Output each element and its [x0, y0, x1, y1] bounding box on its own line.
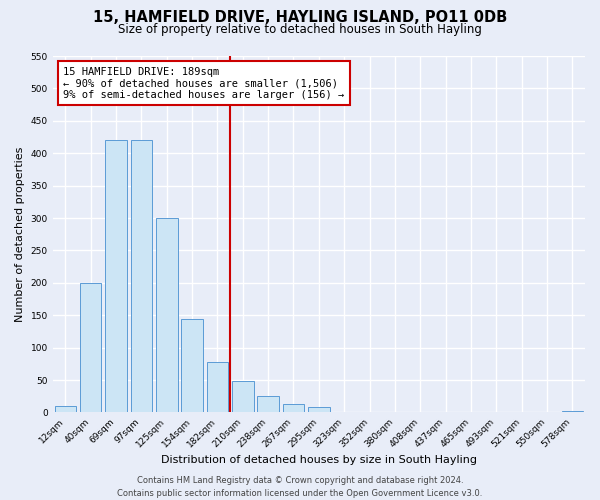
- X-axis label: Distribution of detached houses by size in South Hayling: Distribution of detached houses by size …: [161, 455, 477, 465]
- Text: 15 HAMFIELD DRIVE: 189sqm
← 90% of detached houses are smaller (1,506)
9% of sem: 15 HAMFIELD DRIVE: 189sqm ← 90% of detac…: [64, 66, 344, 100]
- Bar: [105, 140, 127, 412]
- Bar: [308, 408, 329, 412]
- Y-axis label: Number of detached properties: Number of detached properties: [15, 146, 25, 322]
- Bar: [283, 404, 304, 412]
- Text: 15, HAMFIELD DRIVE, HAYLING ISLAND, PO11 0DB: 15, HAMFIELD DRIVE, HAYLING ISLAND, PO11…: [93, 10, 507, 25]
- Bar: [55, 406, 76, 412]
- Bar: [232, 382, 254, 412]
- Bar: [206, 362, 228, 412]
- Bar: [156, 218, 178, 412]
- Bar: [181, 318, 203, 412]
- Bar: [131, 140, 152, 412]
- Bar: [80, 283, 101, 412]
- Text: Size of property relative to detached houses in South Hayling: Size of property relative to detached ho…: [118, 22, 482, 36]
- Text: Contains HM Land Registry data © Crown copyright and database right 2024.
Contai: Contains HM Land Registry data © Crown c…: [118, 476, 482, 498]
- Bar: [562, 410, 583, 412]
- Bar: [257, 396, 279, 412]
